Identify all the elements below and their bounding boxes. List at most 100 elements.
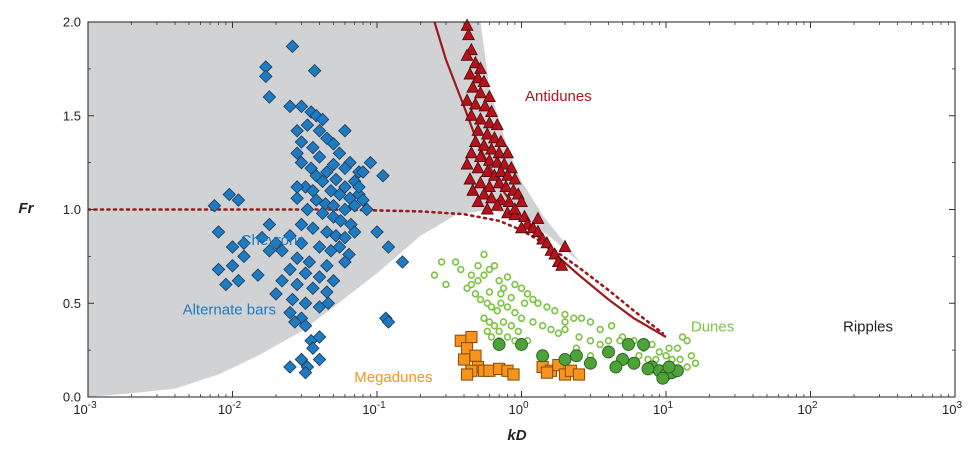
antidune-point bbox=[555, 258, 569, 271]
chevron-point bbox=[290, 191, 304, 206]
chevron-point bbox=[211, 225, 226, 239]
dunes-open-point bbox=[517, 314, 526, 322]
chevron-point bbox=[269, 287, 283, 301]
antidune-point bbox=[473, 112, 487, 125]
megadune-point bbox=[572, 368, 586, 381]
dunes-open-point bbox=[437, 258, 446, 266]
dunes-open-point bbox=[497, 299, 505, 307]
antidune-point bbox=[471, 194, 485, 207]
square-series bbox=[454, 330, 586, 381]
megadune-point bbox=[460, 368, 474, 381]
antidune-point bbox=[468, 134, 482, 147]
chevron-point bbox=[360, 202, 374, 217]
dunes-open-point bbox=[499, 284, 508, 292]
dunes-open-point bbox=[442, 280, 450, 289]
chevron-point bbox=[225, 240, 240, 254]
dunes-open-point bbox=[480, 314, 488, 322]
dotted-boundary-curve bbox=[88, 208, 665, 335]
dunes-filled-point bbox=[492, 338, 506, 351]
chevron-point bbox=[298, 296, 313, 311]
dunes-filled-point bbox=[515, 338, 528, 351]
dunes-open-point bbox=[561, 318, 569, 326]
dunes-open-point bbox=[586, 318, 595, 326]
chevron-point bbox=[262, 90, 277, 104]
antidune-point bbox=[480, 164, 494, 177]
dunes-open-point bbox=[596, 325, 604, 334]
antidune-point bbox=[460, 48, 474, 61]
dunes-open-point bbox=[523, 290, 532, 298]
chevron-point bbox=[338, 123, 352, 138]
chevron-point bbox=[320, 165, 334, 179]
chevron-point bbox=[326, 273, 341, 288]
chevron-point bbox=[290, 146, 304, 161]
x-tick-label: 10-1 bbox=[362, 400, 386, 417]
chevron-point bbox=[294, 352, 309, 367]
antidune-point bbox=[463, 172, 477, 185]
dunes-open-point bbox=[493, 307, 501, 315]
antidune-point bbox=[463, 67, 477, 80]
dunes-open-point bbox=[480, 250, 488, 259]
dunes-open-point bbox=[561, 310, 569, 319]
antidune-point bbox=[460, 93, 474, 106]
chevron-point bbox=[321, 296, 336, 311]
chevron-point bbox=[338, 202, 352, 217]
dunes-open-point bbox=[497, 290, 505, 298]
antidune-point bbox=[482, 153, 496, 166]
y-tick-label: 1.0 bbox=[63, 202, 81, 217]
antidune-point bbox=[471, 160, 485, 174]
region-label-megadunes: Megadunes bbox=[354, 369, 432, 386]
chevron-point bbox=[312, 150, 327, 164]
chevron-point bbox=[329, 228, 343, 243]
chevron-point bbox=[332, 240, 347, 254]
chevron-point bbox=[338, 255, 352, 269]
dunes-open-point bbox=[495, 327, 503, 336]
antidune-point bbox=[482, 89, 496, 102]
chevron-point bbox=[298, 365, 313, 380]
chevron-point bbox=[211, 262, 226, 277]
chevron-point bbox=[324, 183, 338, 198]
chevron-point bbox=[288, 315, 302, 329]
dunes-open-point bbox=[471, 290, 480, 298]
chevron-point bbox=[294, 155, 309, 170]
dunes-open-point bbox=[655, 348, 664, 356]
antidune-point bbox=[478, 99, 492, 112]
antidune-point bbox=[500, 168, 515, 181]
chevron-point bbox=[338, 230, 352, 245]
chevron-point bbox=[381, 315, 396, 329]
chevron-point bbox=[290, 180, 304, 194]
megadune-point bbox=[540, 366, 554, 379]
dunes-open-point bbox=[451, 258, 460, 266]
chevron-point bbox=[294, 99, 309, 114]
dunes-filled-point bbox=[662, 360, 676, 374]
antidune-point bbox=[484, 104, 499, 117]
antidune-point bbox=[487, 130, 501, 144]
dunes-open-point bbox=[474, 277, 482, 285]
x-tick-label: 100 bbox=[508, 400, 528, 417]
chevron-point bbox=[376, 168, 390, 183]
dunes-open-point bbox=[430, 271, 439, 279]
dunes-open-point bbox=[467, 271, 476, 279]
megadune-point bbox=[507, 368, 520, 381]
dunes-open-point bbox=[577, 314, 586, 322]
dunes-open-point bbox=[586, 337, 595, 345]
region-label-dunes: Dunes bbox=[691, 318, 734, 335]
chevron-point bbox=[290, 251, 304, 266]
x-tick-label: 102 bbox=[797, 400, 817, 417]
chevron-point bbox=[283, 262, 297, 277]
dunes-open-point bbox=[561, 325, 569, 334]
y-axis-title: Fr bbox=[19, 200, 35, 217]
dunes-open-point bbox=[487, 333, 496, 341]
dunes-open-point bbox=[490, 322, 499, 330]
dunes-filled-point bbox=[536, 349, 550, 363]
dunes-open-point bbox=[495, 277, 503, 285]
dunes-open-point bbox=[616, 337, 624, 345]
dunes-open-point bbox=[607, 322, 616, 330]
x-axis-title: kD bbox=[507, 427, 526, 444]
dunes-filled-point bbox=[583, 356, 597, 370]
dunes-filled-point bbox=[558, 353, 572, 366]
chevron-point bbox=[395, 255, 410, 269]
chevron-point bbox=[347, 198, 362, 213]
chevron-point bbox=[302, 255, 317, 269]
dunes-open-point bbox=[534, 299, 542, 307]
